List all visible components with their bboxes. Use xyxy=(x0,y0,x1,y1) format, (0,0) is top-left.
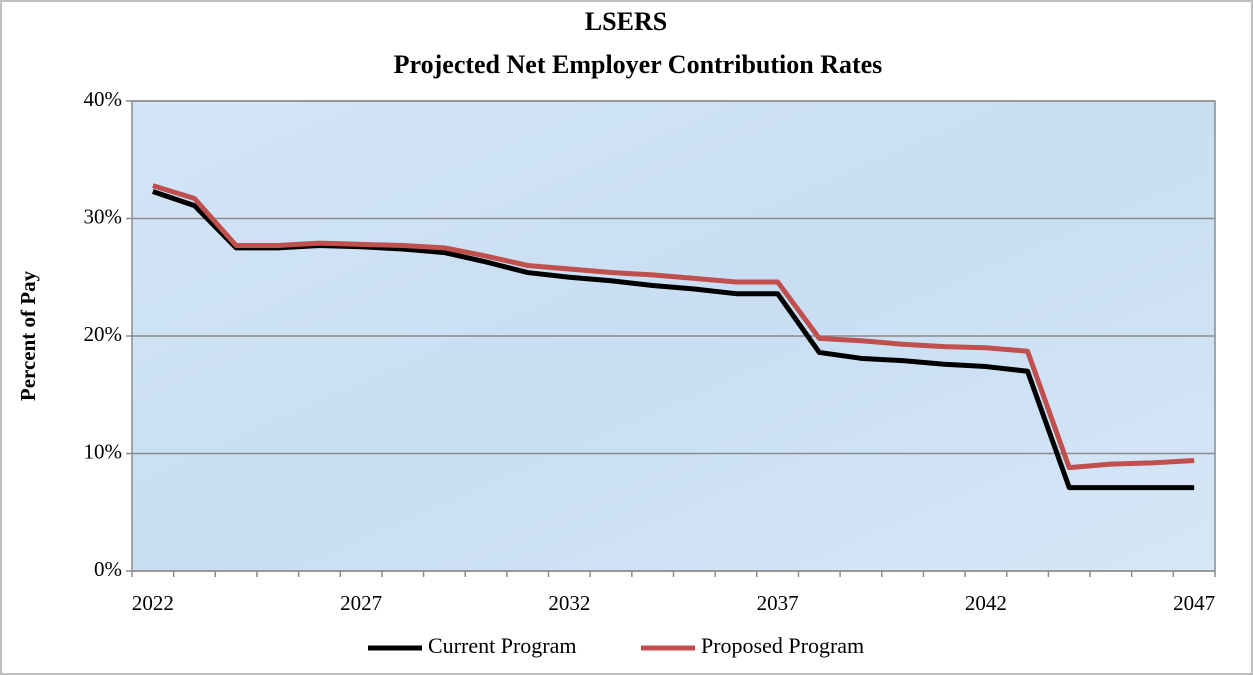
y-tick-label: 10% xyxy=(84,439,123,463)
series-line xyxy=(152,183,1195,471)
y-tick-label: 0% xyxy=(94,557,122,581)
legend-label: Current Program xyxy=(428,633,576,658)
y-tick-label: 20% xyxy=(84,322,123,346)
x-tick-label: 2032 xyxy=(548,591,590,615)
legend-label: Proposed Program xyxy=(701,633,864,658)
y-tick-label: 40% xyxy=(84,87,123,111)
x-tick-label: 2047 xyxy=(1173,591,1215,615)
x-tick-label: 2042 xyxy=(965,591,1007,615)
x-tick-label: 2027 xyxy=(340,591,382,615)
x-tick-label: 2037 xyxy=(757,591,799,615)
y-axis-title: Percent of Pay xyxy=(16,270,40,401)
y-tick-label: 30% xyxy=(84,204,123,228)
chart-subtitle: Projected Net Employer Contribution Rate… xyxy=(394,50,883,79)
x-tick-label: 2022 xyxy=(132,591,174,615)
chart-title: LSERS xyxy=(585,7,667,36)
